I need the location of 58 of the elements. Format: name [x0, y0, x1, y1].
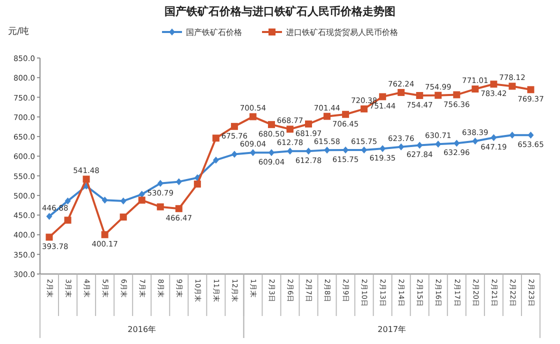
- point: [46, 234, 53, 241]
- point: [175, 205, 182, 212]
- y-axis-title: 元/吨: [8, 26, 30, 37]
- chart-title: 国产铁矿石价格与进口铁矿石人民币价格走势图: [164, 5, 396, 18]
- point: [46, 212, 52, 220]
- point: [454, 140, 460, 147]
- point: [435, 140, 442, 148]
- point: [250, 149, 256, 156]
- point: [82, 176, 90, 183]
- point: [490, 134, 497, 142]
- point: [398, 88, 405, 96]
- point: [157, 180, 164, 187]
- point: [120, 197, 126, 204]
- point: [434, 92, 442, 99]
- point: [64, 216, 72, 224]
- point: [230, 122, 238, 130]
- point: [176, 178, 182, 186]
- point: [194, 180, 201, 188]
- point: [527, 86, 534, 94]
- point: [508, 82, 516, 90]
- point: [305, 120, 312, 128]
- point: [472, 138, 478, 145]
- point: [268, 121, 275, 128]
- point: [64, 197, 71, 204]
- point: [268, 149, 274, 156]
- point: [287, 148, 293, 155]
- point: [342, 146, 349, 154]
- point: [472, 86, 479, 93]
- point: [156, 203, 164, 210]
- point: [212, 134, 220, 142]
- point: [380, 145, 386, 152]
- point: [138, 196, 146, 204]
- point: [361, 146, 368, 154]
- point: [212, 156, 219, 164]
- point: [324, 146, 330, 154]
- point: [416, 142, 423, 149]
- point: [249, 113, 256, 120]
- point: [306, 148, 312, 155]
- point: [120, 214, 127, 221]
- point: [490, 80, 498, 88]
- point: [360, 105, 368, 112]
- legend-label: 进口铁矿石现货贸易人民币价格: [286, 28, 398, 37]
- text: 2016年: [128, 325, 156, 334]
- point: [138, 190, 145, 198]
- point: [101, 231, 108, 238]
- point: [286, 126, 294, 133]
- text: 2017年: [378, 325, 406, 334]
- point: [379, 93, 386, 100]
- point: [398, 143, 404, 150]
- point: [528, 132, 534, 139]
- point: [453, 91, 460, 98]
- point: [416, 92, 424, 100]
- point: [509, 132, 516, 139]
- point: [231, 150, 238, 158]
- legend-label: 国产铁矿石价格: [186, 28, 242, 37]
- point: [342, 110, 350, 118]
- point: [102, 196, 108, 204]
- point: [324, 112, 331, 120]
